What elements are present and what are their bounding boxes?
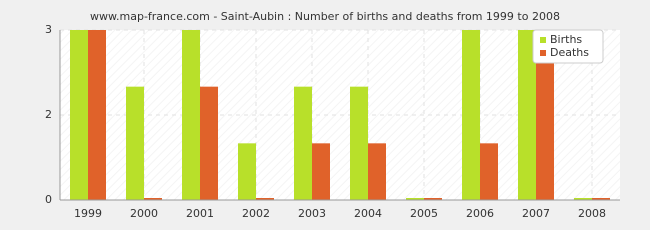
bar (182, 30, 200, 200)
y-tick-label: 3 (45, 23, 52, 36)
bar (70, 30, 88, 200)
bar (294, 86, 312, 200)
bar (350, 86, 368, 200)
bar (200, 86, 218, 200)
x-tick-label: 2001 (186, 207, 214, 220)
x-tick-label: 2002 (242, 207, 270, 220)
x-tick-label: 2008 (578, 207, 606, 220)
bar (256, 198, 274, 200)
legend-swatch (540, 37, 546, 43)
bar (238, 143, 256, 200)
x-tick-label: 2004 (354, 207, 382, 220)
bar (88, 30, 106, 200)
x-tick-label: 2003 (298, 207, 326, 220)
chart: www.map-france.com - Saint-Aubin : Numbe… (0, 0, 650, 230)
x-tick-label: 2000 (130, 207, 158, 220)
bar (424, 198, 442, 200)
bar (574, 198, 592, 200)
bar (368, 143, 386, 200)
x-tick-label: 2006 (466, 207, 494, 220)
x-tick-label: 1999 (74, 207, 102, 220)
chart-title: www.map-france.com - Saint-Aubin : Numbe… (90, 10, 560, 23)
y-tick-label: 0 (45, 193, 52, 206)
bar (480, 143, 498, 200)
x-tick-label: 2007 (522, 207, 550, 220)
legend-label: Births (550, 33, 582, 46)
legend-box (532, 29, 604, 64)
bar (312, 143, 330, 200)
legend-swatch (540, 50, 546, 56)
legend-label: Deaths (550, 46, 589, 59)
bar (144, 198, 162, 200)
bar (406, 198, 424, 200)
y-tick-label: 2 (45, 108, 52, 121)
x-tick-label: 2005 (410, 207, 438, 220)
bar (592, 198, 610, 200)
bar (518, 30, 536, 200)
bar (536, 30, 554, 200)
bar (462, 30, 480, 200)
bar (126, 86, 144, 200)
